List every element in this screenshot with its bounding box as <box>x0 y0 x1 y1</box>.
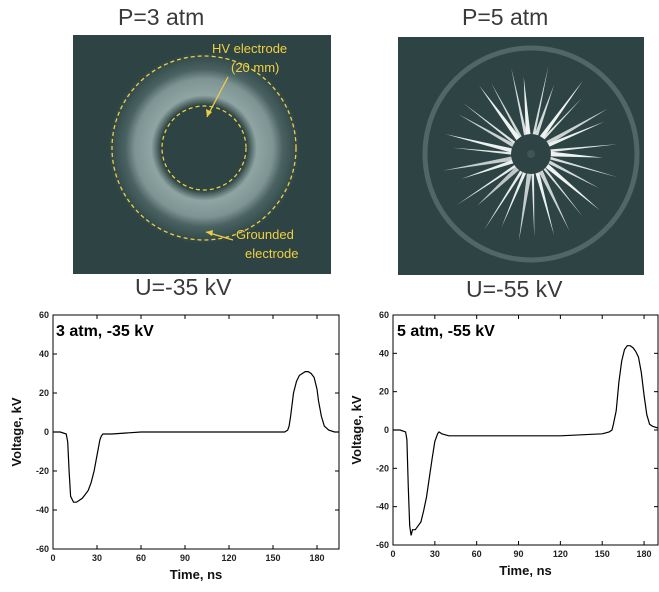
y-tick-label: 0 <box>384 425 389 435</box>
grounded-electrode-label-line1: Grounded <box>236 227 294 242</box>
streamer <box>491 82 522 138</box>
hv-electrode-arrow <box>206 76 229 118</box>
hv-electrode-dot <box>527 150 535 158</box>
chart-title: 3 atm, -35 kV <box>56 323 154 340</box>
x-tick-label: 90 <box>180 553 190 563</box>
streamer <box>535 172 555 236</box>
x-tick-label: 60 <box>472 549 482 559</box>
grounded-electrode-arrowhead <box>206 230 213 236</box>
x-tick-label: 60 <box>136 553 146 563</box>
x-tick-label: 180 <box>637 549 652 559</box>
streamer <box>548 160 600 189</box>
x-tick-label: 120 <box>221 553 236 563</box>
y-tick-label: -40 <box>376 502 389 512</box>
streamer <box>452 147 512 155</box>
hv-electrode-outline <box>161 105 247 191</box>
photo-left-voltage-label: U=-35 kV <box>135 274 232 300</box>
streamer <box>458 114 514 148</box>
y-tick-label: 40 <box>379 348 389 358</box>
streamer <box>550 156 618 178</box>
streamer <box>538 170 570 232</box>
streamer <box>501 172 527 228</box>
grounded-electrode-label-line2: electrode <box>245 246 298 261</box>
streamer <box>546 108 608 145</box>
x-tick-label: 150 <box>265 553 280 563</box>
photo-right-discharge <box>398 37 644 275</box>
streamer <box>550 144 618 153</box>
streamer <box>518 173 532 241</box>
y-tick-label: -20 <box>376 463 389 473</box>
streamer <box>545 163 600 211</box>
streamer <box>456 165 516 205</box>
x-tick-label: 150 <box>595 549 610 559</box>
streamer <box>511 67 528 136</box>
y-axis-title: Voltage, kV <box>349 395 364 464</box>
streamer <box>532 65 549 135</box>
streamer <box>534 85 555 136</box>
photo-right-voltage-label: U=-55 kV <box>466 276 563 302</box>
y-tick-label: 60 <box>379 310 389 320</box>
streamer <box>547 121 605 147</box>
x-tick-label: 30 <box>92 553 102 563</box>
y-tick-label: 40 <box>39 349 49 359</box>
y-tick-label: -20 <box>36 466 49 476</box>
discharge-ring <box>108 52 300 244</box>
grounded-electrode-faint-ring <box>422 45 640 263</box>
streamer <box>477 166 520 206</box>
streamer <box>462 102 516 144</box>
x-tick-label: 120 <box>553 549 568 559</box>
x-tick-label: 180 <box>309 553 324 563</box>
streamer <box>550 151 603 158</box>
voltage-chart-left: -60 -40 -20 0 20 40 60 0 30 60 90 120 150 180 Time, ns… <box>9 310 340 582</box>
streamer-pattern <box>443 65 618 241</box>
streamer <box>542 97 583 140</box>
streamer <box>443 156 513 171</box>
voltage-trace <box>53 371 339 503</box>
chart-title: 5 atm, -55 kV <box>397 323 495 340</box>
y-tick-label: -60 <box>36 544 49 554</box>
y-tick-label: -60 <box>376 540 389 550</box>
x-tick-label: 0 <box>50 553 55 563</box>
photo-left-discharge: HV electrode (20 mm) Grounded electrode <box>73 35 331 274</box>
y-tick-label: 20 <box>379 387 389 397</box>
streamer <box>543 167 583 217</box>
hv-electrode-label-line2: (20 mm) <box>231 60 279 75</box>
hv-electrode-arrowhead <box>206 109 212 117</box>
streamer <box>445 134 512 153</box>
x-tick-label: 30 <box>430 549 440 559</box>
y-tick-label: 60 <box>39 310 49 320</box>
y-tick-label: 20 <box>39 388 49 398</box>
streamer <box>539 80 584 139</box>
streamer <box>531 173 535 238</box>
photo-left-pressure-label: P=3 atm <box>118 4 205 30</box>
voltage-trace <box>393 345 659 536</box>
grounded-electrode-outline <box>111 55 297 241</box>
y-axis-title: Voltage, kV <box>9 397 24 466</box>
x-axis-title: Time, ns <box>170 567 223 582</box>
hv-electrode-label-line1: HV electrode <box>212 41 287 56</box>
streamer <box>484 170 523 230</box>
streamer <box>461 159 514 179</box>
x-tick-label: 0 <box>390 549 395 559</box>
plot-frame <box>392 314 659 546</box>
x-tick-label: 90 <box>514 549 524 559</box>
x-axis-title: Time, ns <box>499 563 552 578</box>
streamer <box>479 85 521 141</box>
y-tick-label: -40 <box>36 505 49 515</box>
voltage-chart-right: -60 -40 -20 0 20 40 60 0 30 60 90 120 150 180 Time, ns… <box>349 310 659 578</box>
photo-right-pressure-label: P=5 atm <box>462 4 549 30</box>
y-tick-label: 0 <box>44 427 49 437</box>
streamer <box>523 77 531 135</box>
